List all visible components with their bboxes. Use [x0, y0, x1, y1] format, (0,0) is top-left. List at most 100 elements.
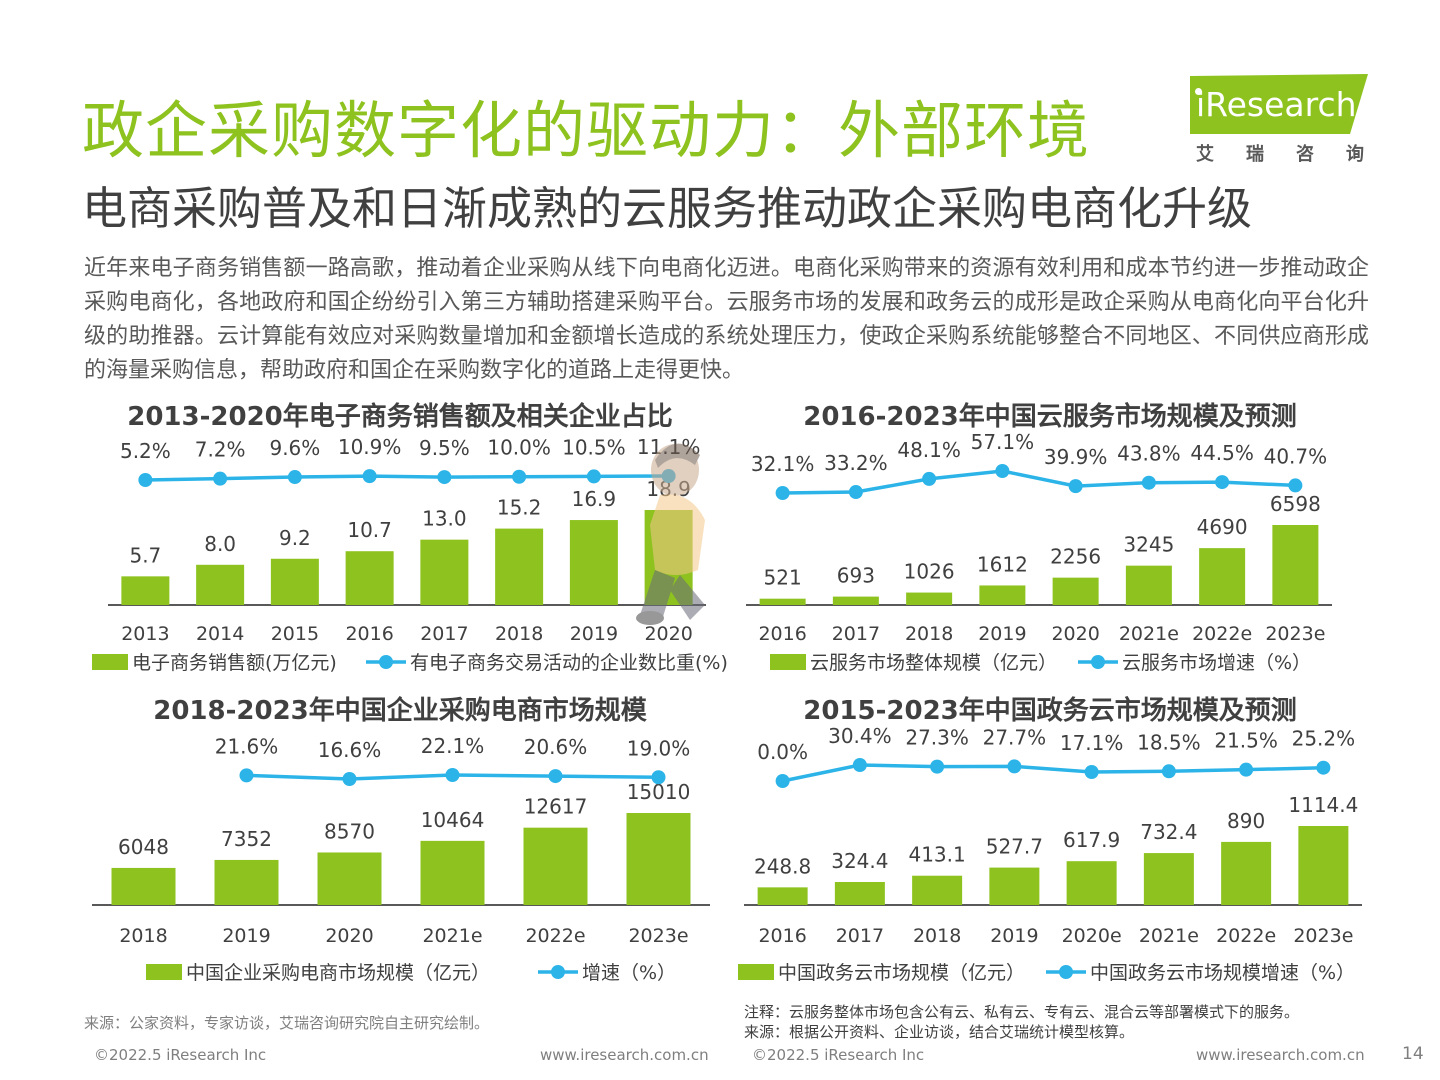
intro-paragraph: 近年来电子商务销售额一路高歌，推动着企业采购从线下向电商化迈进。电商化采购带来的…: [84, 256, 1369, 383]
category-tick-label: 2022e: [1192, 623, 1252, 645]
bar: [1272, 525, 1319, 605]
line-value-label: 20.6%: [524, 735, 588, 759]
legend-line-label: 中国政务云市场规模增速（%）: [1090, 962, 1355, 984]
line-value-label: 10.5%: [562, 435, 626, 459]
growth-line: [782, 763, 1324, 783]
right-source: 来源：根据公开资料、企业访谈，结合艾瑞统计模型核算。: [744, 1023, 1135, 1041]
legend-line-marker: [1091, 655, 1105, 669]
bar-value-label: 1026: [904, 560, 955, 584]
category-tick-label: 2018: [913, 925, 961, 947]
category-tick-label: 2013: [121, 623, 169, 645]
bar-value-label: 8.0: [204, 532, 236, 556]
category-tick-label: 2019: [990, 925, 1038, 947]
category-tick-label: 2018: [495, 623, 543, 645]
legend-line-marker: [379, 655, 393, 669]
category-tick-label: 2015: [271, 623, 319, 645]
category-tick-label: 2016: [758, 925, 806, 947]
bar: [345, 551, 394, 605]
chart2-title: 2016-2023年中国云服务市场规模及预测: [803, 402, 1297, 432]
bar-value-label: 1612: [977, 552, 1028, 576]
line-value-label: 9.6%: [269, 436, 320, 460]
line-point: [1068, 479, 1083, 494]
legend-bar-swatch: [92, 654, 128, 670]
bar-value-label: 5.7: [129, 543, 161, 567]
bar-value-label: 324.4: [831, 849, 888, 873]
url-right: www.iresearch.com.cn: [1196, 1046, 1365, 1064]
line-point: [445, 768, 460, 782]
bar-value-label: 6598: [1270, 492, 1321, 516]
line-point: [512, 469, 527, 484]
line-point: [138, 473, 153, 487]
legend-bar-label: 云服务市场整体规模（亿元）: [810, 652, 1057, 674]
line-point: [1239, 762, 1254, 777]
line-value-label: 22.1%: [421, 734, 485, 758]
bar: [1298, 826, 1349, 905]
bar: [989, 867, 1040, 905]
legend-bar-label: 中国企业采购电商市场规模（亿元）: [186, 962, 490, 984]
bar: [626, 813, 691, 905]
line-value-label: 5.2%: [120, 439, 171, 463]
chart3-title: 2018-2023年中国企业采购电商市场规模: [153, 696, 647, 726]
line-point: [1084, 765, 1099, 779]
line-point: [775, 486, 790, 500]
line-point: [548, 769, 563, 784]
category-tick-label: 2016: [758, 623, 806, 645]
line-value-label: 17.1%: [1060, 731, 1124, 755]
legend-bar-label: 中国政务云市场规模（亿元）: [778, 962, 1025, 984]
bar-value-label: 1114.4: [1288, 793, 1358, 817]
bar-value-label: 15.2: [497, 496, 542, 520]
line-point: [995, 464, 1010, 478]
bar: [317, 852, 382, 905]
mascot-illustration: [636, 443, 705, 625]
line-point: [1007, 759, 1022, 774]
bar-value-label: 693: [837, 564, 875, 588]
line-value-label: 39.9%: [1044, 445, 1108, 469]
bar-value-label: 7352: [221, 827, 272, 851]
logo-chinese-name: 艾瑞咨询: [1196, 144, 1396, 165]
bar: [759, 598, 806, 605]
line-value-label: 21.5%: [1214, 729, 1278, 753]
copyright-left: ©2022.5 iResearch Inc: [94, 1046, 267, 1064]
bar-value-label: 890: [1227, 809, 1265, 833]
bar-value-label: 521: [764, 566, 802, 590]
bar: [270, 558, 319, 605]
line-value-label: 18.5%: [1137, 730, 1201, 754]
bar: [121, 576, 170, 605]
legend-line-label: 增速（%）: [582, 962, 676, 984]
bar-value-label: 732.4: [1140, 820, 1197, 844]
line-point: [651, 770, 666, 785]
category-tick-label: 2019: [570, 623, 618, 645]
bar-value-label: 2256: [1050, 545, 1101, 569]
bar: [1125, 565, 1172, 605]
legend-bar-swatch: [770, 654, 806, 670]
category-tick-label: 2022e: [525, 925, 585, 947]
line-point: [775, 774, 790, 788]
bar-value-label: 4690: [1197, 515, 1248, 539]
legend-line-marker: [551, 965, 565, 979]
category-tick-label: 2020: [325, 925, 373, 947]
line-value-label: 10.0%: [487, 436, 551, 460]
bar: [569, 520, 618, 605]
line-value-label: 7.2%: [195, 438, 246, 462]
line-point: [930, 759, 945, 774]
line-point: [1161, 764, 1176, 779]
bar-value-label: 6048: [118, 835, 169, 859]
line-point: [852, 758, 867, 772]
bar-value-label: 16.9: [572, 487, 617, 511]
line-point: [213, 471, 228, 486]
line-point: [287, 470, 302, 485]
bar: [979, 585, 1026, 605]
line-value-label: 27.7%: [983, 725, 1047, 749]
line-value-label: 40.7%: [1264, 444, 1328, 468]
category-tick-label: 2017: [832, 623, 880, 645]
logo-dot: [1195, 88, 1202, 95]
bar: [834, 882, 885, 905]
growth-line: [782, 469, 1296, 495]
category-tick-label: 2021e: [1139, 925, 1199, 947]
line-point: [362, 469, 377, 484]
bar: [1066, 861, 1117, 905]
line-value-label: 57.1%: [971, 430, 1035, 454]
category-tick-label: 2021e: [1119, 623, 1179, 645]
